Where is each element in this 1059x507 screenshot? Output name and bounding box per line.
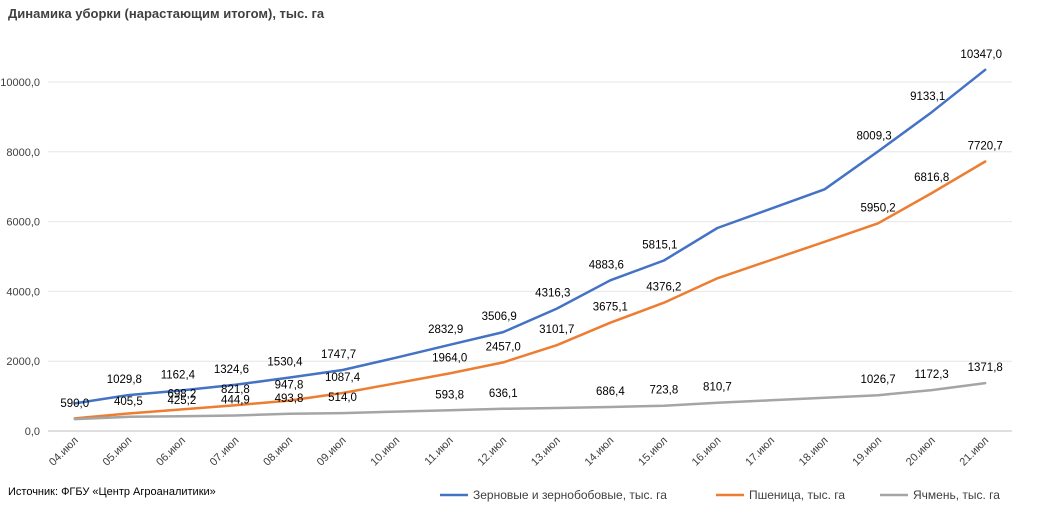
data-label: 1964,0	[432, 352, 467, 364]
x-tick-label: 09.июл	[315, 435, 349, 469]
data-label: 1324,6	[214, 364, 249, 376]
x-tick-label: 05.июл	[101, 435, 135, 469]
data-label: 593,8	[435, 389, 464, 401]
data-label: 723,8	[649, 385, 678, 397]
data-label: 4883,6	[589, 259, 624, 271]
y-tick-label: 8000,0	[6, 147, 40, 159]
x-tick-label: 07.июл	[208, 435, 242, 469]
x-tick-label: 08.июл	[261, 435, 295, 469]
x-tick-label: 16.июл	[690, 435, 724, 469]
gridlines	[48, 81, 1012, 432]
series-lines	[73, 68, 987, 421]
y-tick-label: 0,0	[25, 426, 40, 438]
x-tick-label: 18.июл	[797, 435, 831, 469]
x-tick-label: 04.июл	[47, 435, 81, 469]
data-label: 636,1	[489, 388, 518, 400]
x-tick-label: 13.июл	[529, 435, 563, 469]
y-tick-label: 2000,0	[6, 356, 40, 368]
data-label: 5950,2	[861, 202, 896, 214]
series-line	[73, 381, 987, 421]
data-label: 493,8	[275, 393, 304, 405]
legend-label: Ячмень, тыс. га	[913, 488, 1000, 502]
data-label: 1162,4	[161, 369, 196, 381]
data-label: 1172,3	[915, 369, 949, 381]
x-tick-label: 10.июл	[368, 435, 402, 469]
x-tick-label: 15.июл	[636, 435, 670, 469]
data-label: 10347,0	[960, 49, 1002, 61]
data-label: 698,2	[167, 388, 196, 400]
data-label: 590,0	[60, 398, 89, 410]
data-label: 425,2	[167, 395, 196, 407]
data-label: 3675,1	[593, 302, 628, 314]
x-tick-label: 14.июл	[583, 435, 617, 469]
source-note: Источник: ФГБУ «Центр Агроаналитики»	[8, 486, 216, 498]
y-tick-label: 6000,0	[6, 217, 40, 229]
data-label: 3101,7	[539, 324, 574, 336]
legend-label: Зерновые и зернобобовые, тыс. га	[473, 488, 667, 502]
x-axis-ticks: 04.июл 05.июл 06.июл 07.июл 08.июл 09.июл 10.и…	[47, 435, 991, 469]
data-label: 7720,7	[968, 141, 1003, 153]
x-tick-label: 21.июл	[957, 435, 991, 469]
data-label: 5815,1	[642, 240, 677, 252]
y-axis-ticks: 0,0 2000,0 4000,0 6000,0 8000,0 10000,0	[0, 77, 40, 438]
x-tick-label: 17.июл	[743, 435, 777, 469]
y-tick-label: 10000,0	[0, 77, 40, 89]
data-label: 686,4	[596, 386, 625, 398]
data-label: 2457,0	[486, 341, 521, 353]
data-labels: 1029,8 1162,4 1324,6 1530,4 1747,7 2832,9 3506…	[60, 49, 1002, 410]
x-tick-label: 12.июл	[475, 435, 509, 469]
data-label: 947,8	[275, 380, 304, 392]
series-line	[73, 68, 987, 405]
legend-label: Пшеница, тыс. га	[749, 488, 845, 502]
x-tick-label: 20.июл	[904, 435, 938, 469]
data-label: 1530,4	[267, 357, 303, 369]
data-label: 2832,9	[428, 324, 463, 336]
data-label: 9133,1	[910, 91, 945, 103]
data-label: 6816,8	[914, 172, 949, 184]
x-tick-label: 11.июл	[423, 435, 456, 468]
data-label: 810,7	[703, 382, 732, 394]
data-label: 1087,4	[325, 372, 361, 384]
data-label: 514,0	[328, 392, 357, 404]
series-line	[73, 160, 987, 420]
x-tick-label: 06.июл	[154, 435, 188, 469]
data-label: 821,8	[221, 384, 250, 396]
data-label: 4316,3	[535, 288, 570, 300]
legend: Зерновые и зернобобовые, тыс. га Пшеница,…	[440, 488, 1000, 502]
data-label: 1747,7	[321, 349, 356, 361]
data-label: 405,5	[114, 396, 143, 408]
data-label: 3506,9	[482, 311, 517, 323]
data-label: 1029,8	[107, 374, 142, 386]
chart-title: Динамика уборки (нарастающим итогом), ты…	[8, 6, 325, 21]
x-tick-label: 19.июл	[850, 435, 884, 469]
data-label: 444,9	[221, 394, 250, 406]
data-label: 8009,3	[857, 130, 892, 142]
data-label: 1026,7	[861, 374, 896, 386]
y-tick-label: 4000,0	[6, 286, 40, 298]
data-label: 1371,8	[968, 362, 1003, 374]
data-label: 4376,2	[646, 282, 681, 294]
